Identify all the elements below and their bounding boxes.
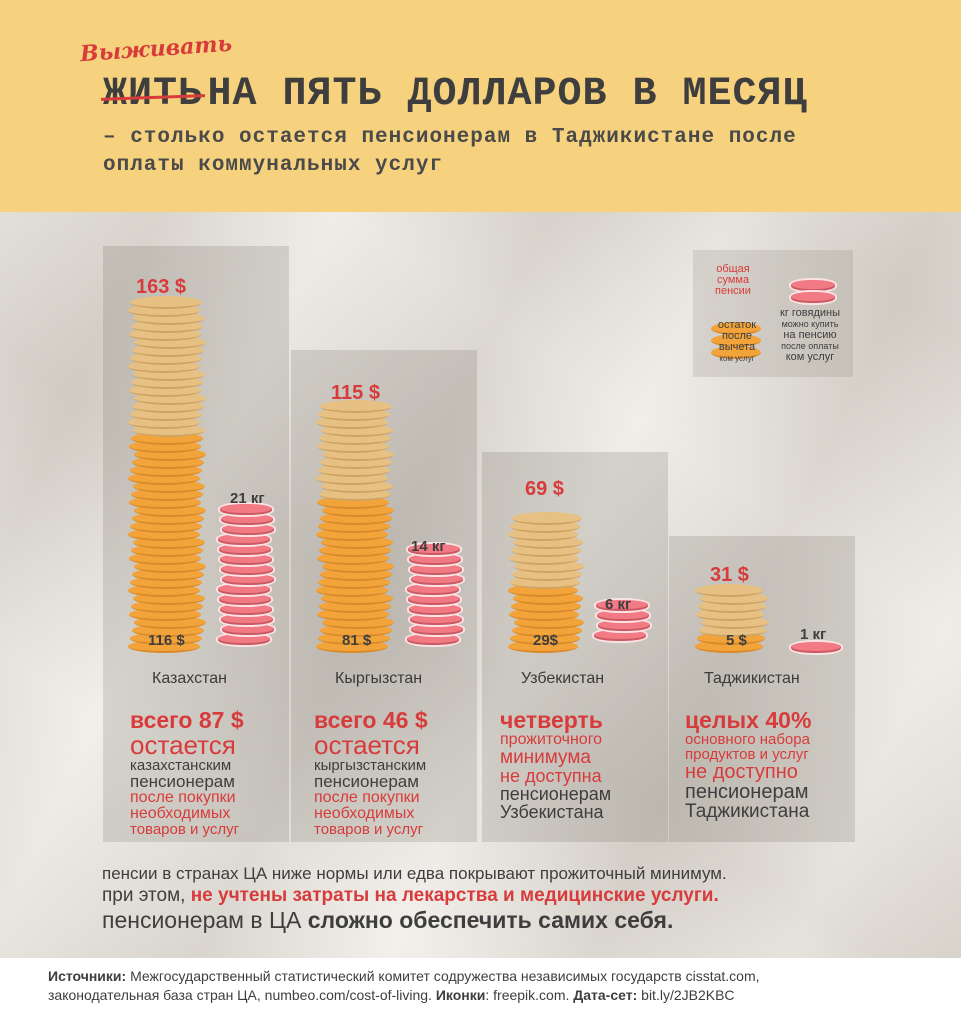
total-label-kg: 115 $ (331, 382, 380, 404)
header-banner: Выживать ЖИТЬ НА ПЯТЬ ДОЛЛАРОВ В МЕСЯЦ –… (0, 0, 961, 212)
beef-label-tj: 1 кг (800, 626, 827, 643)
remainder-label-kz: 116 $ (148, 632, 185, 649)
country-name-uz: Узбекистан (521, 670, 605, 687)
beef-label-uz: 6 кг (605, 596, 632, 613)
sources-line-1: Источники: Межгосударственный статистиче… (48, 968, 760, 984)
meat-icon (218, 502, 274, 517)
desc-kz: всего 87 $ остается казахстанским пенсио… (130, 707, 244, 838)
coin-icon (512, 512, 582, 525)
legend-meat-icon (789, 290, 837, 305)
title-text: НА ПЯТЬ ДОЛЛАРОВ В МЕСЯЦ (207, 72, 808, 117)
legend: общая сумма пенсии остаток после вычета ком у… (693, 250, 853, 377)
beef-label-kg: 14 кг (411, 538, 446, 555)
subtitle: – столько остается пенсионерам в Таджики… (103, 126, 797, 177)
remainder-label-kg: 81 $ (342, 632, 372, 649)
legend-remainder-label: остаток после вычета ком услуг (717, 319, 757, 364)
legend-total-label: общая сумма пенсии (715, 263, 751, 297)
total-label-tj: 31 $ (710, 564, 749, 586)
coin-icon (695, 584, 763, 597)
legend-beef-label: кг говядины можно купить на пенсию после оп… (780, 307, 840, 363)
desc-kg: всего 46 $ остается кыргызстанским пенси… (314, 707, 428, 838)
handwritten-word: Выживать (79, 30, 233, 68)
sources-line-2: законодательная база стран ЦА, numbeo.co… (48, 987, 735, 1003)
footer-line-3: пенсионерам в ЦА сложно обеспечить самих… (102, 907, 674, 933)
page-title: ЖИТЬ НА ПЯТЬ ДОЛЛАРОВ В МЕСЯЦ (103, 72, 808, 122)
remainder-label-tj: 5 $ (726, 632, 747, 649)
footer-line-1: пенсии в странах ЦА ниже нормы или едва … (102, 864, 727, 883)
meat-icon (594, 598, 650, 613)
country-name-kg: Кыргызстан (335, 670, 423, 687)
remainder-label-uz: 29$ (533, 632, 559, 649)
meat-icon (789, 640, 843, 655)
legend-coin (711, 346, 761, 359)
desc-uz: четверть прожиточного минимума не доступ… (500, 707, 612, 822)
sources-bar: Источники: Межгосударственный статистиче… (0, 958, 961, 1024)
country-name-tj: Таджикистан (704, 670, 800, 687)
footer-line-2: при этом, не учтены затраты на лекарства… (102, 885, 719, 906)
total-label-kz: 163 $ (136, 276, 187, 298)
struck-word: ЖИТЬ (103, 72, 204, 117)
beef-label-kz: 21 кг (230, 490, 265, 507)
desc-tj: целых 40% основного набора продуктов и у… (685, 707, 812, 822)
total-label-uz: 69 $ (525, 478, 564, 500)
coin-icon (130, 296, 202, 309)
coin-icon (320, 400, 392, 413)
meat-icon (406, 542, 462, 557)
country-name-kz: Казахстан (152, 670, 227, 687)
